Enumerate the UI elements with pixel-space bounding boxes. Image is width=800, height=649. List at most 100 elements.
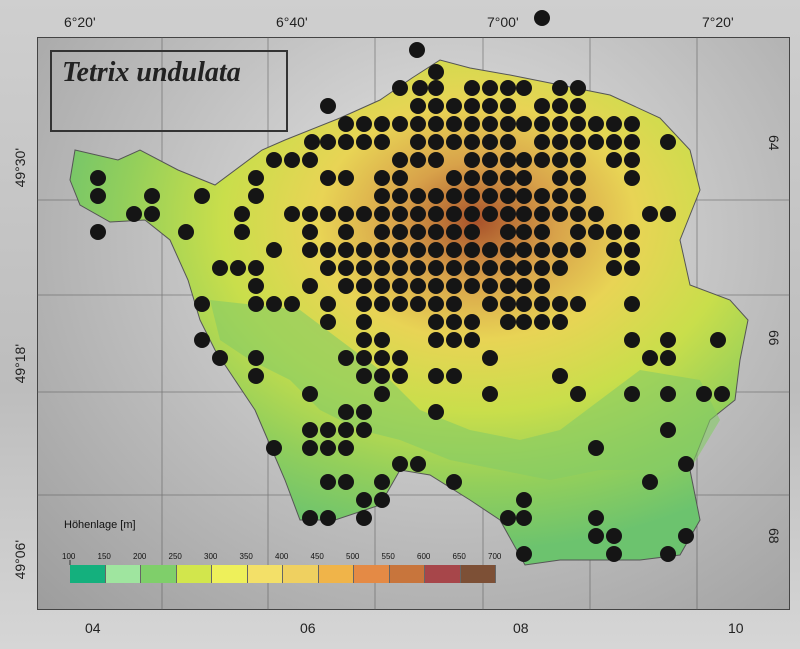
occurrence-dot bbox=[660, 350, 676, 366]
occurrence-dot bbox=[178, 224, 194, 240]
occurrence-dot bbox=[320, 422, 336, 438]
occurrence-dot bbox=[374, 116, 390, 132]
occurrence-dot bbox=[446, 242, 462, 258]
occurrence-dot bbox=[320, 134, 336, 150]
occurrence-dot bbox=[660, 386, 676, 402]
occurrence-dot bbox=[516, 188, 532, 204]
occurrence-dot bbox=[588, 134, 604, 150]
occurrence-dot bbox=[194, 188, 210, 204]
occurrence-dot bbox=[500, 314, 516, 330]
occurrence-dot bbox=[534, 134, 550, 150]
occurrence-dot bbox=[392, 80, 408, 96]
occurrence-dot bbox=[464, 188, 480, 204]
occurrence-dot bbox=[552, 80, 568, 96]
occurrence-dot bbox=[446, 332, 462, 348]
occurrence-dot bbox=[356, 350, 372, 366]
legend-tick-label: 200 bbox=[133, 552, 147, 561]
occurrence-dot bbox=[428, 314, 444, 330]
occurrence-dot bbox=[588, 528, 604, 544]
occurrence-dot bbox=[412, 80, 428, 96]
occurrence-dot bbox=[356, 404, 372, 420]
occurrence-dot bbox=[374, 188, 390, 204]
occurrence-dot bbox=[338, 206, 354, 222]
grid-x-label-06: 06 bbox=[300, 620, 316, 636]
occurrence-dot bbox=[248, 260, 264, 276]
occurrence-dot bbox=[338, 170, 354, 186]
occurrence-dot bbox=[338, 116, 354, 132]
occurrence-dot bbox=[516, 242, 532, 258]
occurrence-dot bbox=[500, 224, 516, 240]
occurrence-dot bbox=[500, 170, 516, 186]
occurrence-dot bbox=[374, 134, 390, 150]
occurrence-dot bbox=[428, 242, 444, 258]
occurrence-dot bbox=[374, 206, 390, 222]
occurrence-dot bbox=[552, 206, 568, 222]
occurrence-dot bbox=[464, 278, 480, 294]
occurrence-dot bbox=[624, 134, 640, 150]
occurrence-dot bbox=[248, 368, 264, 384]
occurrence-dot bbox=[678, 456, 694, 472]
occurrence-dot bbox=[234, 224, 250, 240]
occurrence-dot bbox=[410, 206, 426, 222]
occurrence-dot bbox=[90, 170, 106, 186]
occurrence-dot bbox=[410, 278, 426, 294]
occurrence-dot bbox=[338, 350, 354, 366]
occurrence-dot bbox=[302, 242, 318, 258]
occurrence-dot bbox=[570, 98, 586, 114]
legend-swatch bbox=[283, 565, 319, 583]
title-box: Tetrix undulata bbox=[50, 50, 288, 132]
occurrence-dot bbox=[446, 260, 462, 276]
legend-swatch bbox=[176, 565, 212, 583]
occurrence-dot bbox=[570, 134, 586, 150]
occurrence-dot bbox=[356, 206, 372, 222]
occurrence-dot bbox=[428, 188, 444, 204]
occurrence-dot bbox=[570, 152, 586, 168]
occurrence-dot bbox=[392, 296, 408, 312]
occurrence-dot bbox=[624, 116, 640, 132]
occurrence-dot bbox=[482, 80, 498, 96]
occurrence-dot bbox=[374, 242, 390, 258]
occurrence-dot bbox=[248, 170, 264, 186]
occurrence-dot bbox=[428, 404, 444, 420]
occurrence-dot bbox=[428, 206, 444, 222]
occurrence-dot bbox=[606, 242, 622, 258]
occurrence-dot bbox=[374, 368, 390, 384]
occurrence-dot bbox=[516, 116, 532, 132]
occurrence-dot bbox=[446, 188, 462, 204]
occurrence-dot bbox=[446, 296, 462, 312]
occurrence-dot bbox=[320, 474, 336, 490]
occurrence-dot bbox=[428, 80, 444, 96]
occurrence-dot bbox=[428, 152, 444, 168]
legend-tick-label: 500 bbox=[346, 552, 360, 561]
occurrence-dot bbox=[570, 116, 586, 132]
occurrence-dot bbox=[284, 152, 300, 168]
occurrence-dot bbox=[392, 368, 408, 384]
occurrence-dot bbox=[606, 528, 622, 544]
occurrence-dot bbox=[500, 98, 516, 114]
occurrence-dot bbox=[428, 260, 444, 276]
occurrence-dot bbox=[482, 206, 498, 222]
occurrence-dot bbox=[516, 314, 532, 330]
occurrence-dot bbox=[588, 510, 604, 526]
occurrence-dot bbox=[624, 260, 640, 276]
occurrence-dot bbox=[374, 492, 390, 508]
occurrence-dot bbox=[428, 224, 444, 240]
occurrence-dot bbox=[642, 350, 658, 366]
map-title: Tetrix undulata bbox=[62, 57, 241, 88]
occurrence-dot bbox=[392, 456, 408, 472]
occurrence-dot bbox=[410, 116, 426, 132]
occurrence-dot bbox=[482, 116, 498, 132]
occurrence-dot bbox=[266, 242, 282, 258]
latitude-label-3: 49°06' bbox=[12, 540, 28, 580]
occurrence-dot bbox=[410, 296, 426, 312]
occurrence-dot bbox=[446, 368, 462, 384]
occurrence-dot bbox=[464, 242, 480, 258]
legend-tick-label: 150 bbox=[97, 552, 111, 561]
occurrence-dot bbox=[710, 332, 726, 348]
legend-swatch bbox=[460, 565, 496, 583]
occurrence-dot bbox=[516, 278, 532, 294]
occurrence-dot bbox=[552, 188, 568, 204]
occurrence-dot bbox=[552, 152, 568, 168]
occurrence-dot bbox=[392, 170, 408, 186]
